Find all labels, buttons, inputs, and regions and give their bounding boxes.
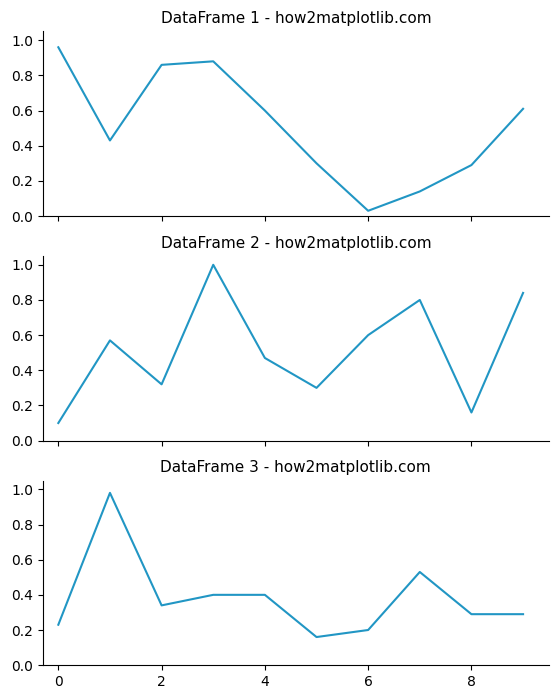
Title: DataFrame 3 - how2matplotlib.com: DataFrame 3 - how2matplotlib.com xyxy=(161,460,431,475)
Title: DataFrame 1 - how2matplotlib.com: DataFrame 1 - how2matplotlib.com xyxy=(161,11,431,26)
Title: DataFrame 2 - how2matplotlib.com: DataFrame 2 - how2matplotlib.com xyxy=(161,236,431,251)
